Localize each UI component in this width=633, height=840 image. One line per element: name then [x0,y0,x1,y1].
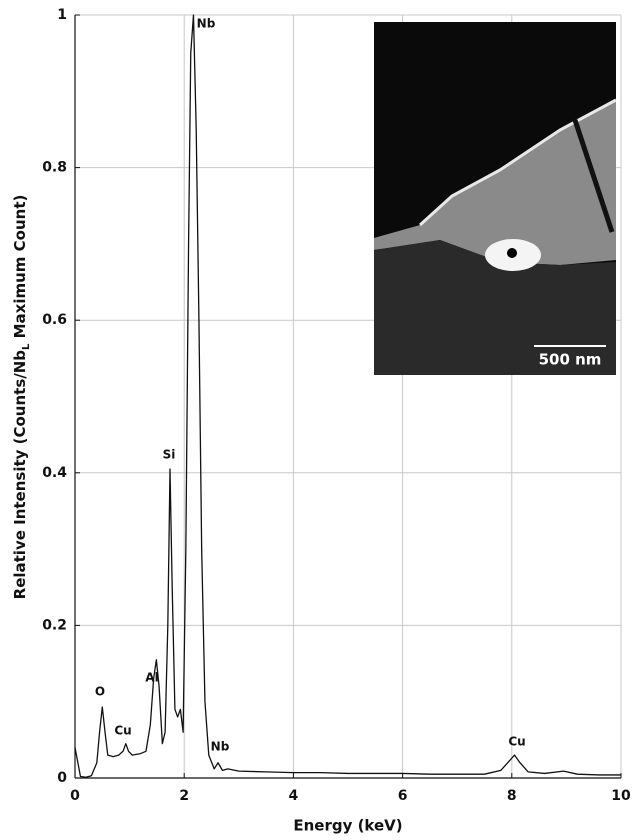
inset-image: 500 nm [374,22,616,375]
y-tick-label: 0.8 [42,160,67,176]
peak-label: Nb [211,740,230,754]
chart: Energy (keV) Relative Intensity (Counts/… [0,0,633,836]
y-axis-label: Relative Intensity (Counts/NbL Maximum C… [11,195,33,600]
y-tick-label: 1 [57,7,67,23]
peak-label: Si [163,448,176,462]
x-tick-label: 0 [70,788,80,804]
x-axis-label: Energy (keV) [293,817,402,835]
y-tick-label: 0.6 [42,312,67,328]
peak-label: Nb [197,17,216,31]
y-label-end: Maximum Count) [11,195,29,344]
inset-dot [507,248,517,258]
x-tick-label: 2 [179,788,189,804]
x-tick-label: 8 [507,788,517,804]
peak-label: Al [145,671,158,685]
y-tick-label: 0 [57,770,67,786]
x-tick-label: 4 [289,788,299,804]
scale-label: 500 nm [539,351,602,369]
peak-label: O [95,685,105,699]
peak-label: Cu [508,735,525,749]
peak-label: Cu [114,724,131,738]
y-tick-label: 0.4 [42,465,67,481]
y-tick-label: 0.2 [42,617,67,633]
x-tick-label: 10 [611,788,631,804]
y-label-main: Relative Intensity (Counts/Nb [11,350,29,600]
x-tick-label: 6 [398,788,408,804]
